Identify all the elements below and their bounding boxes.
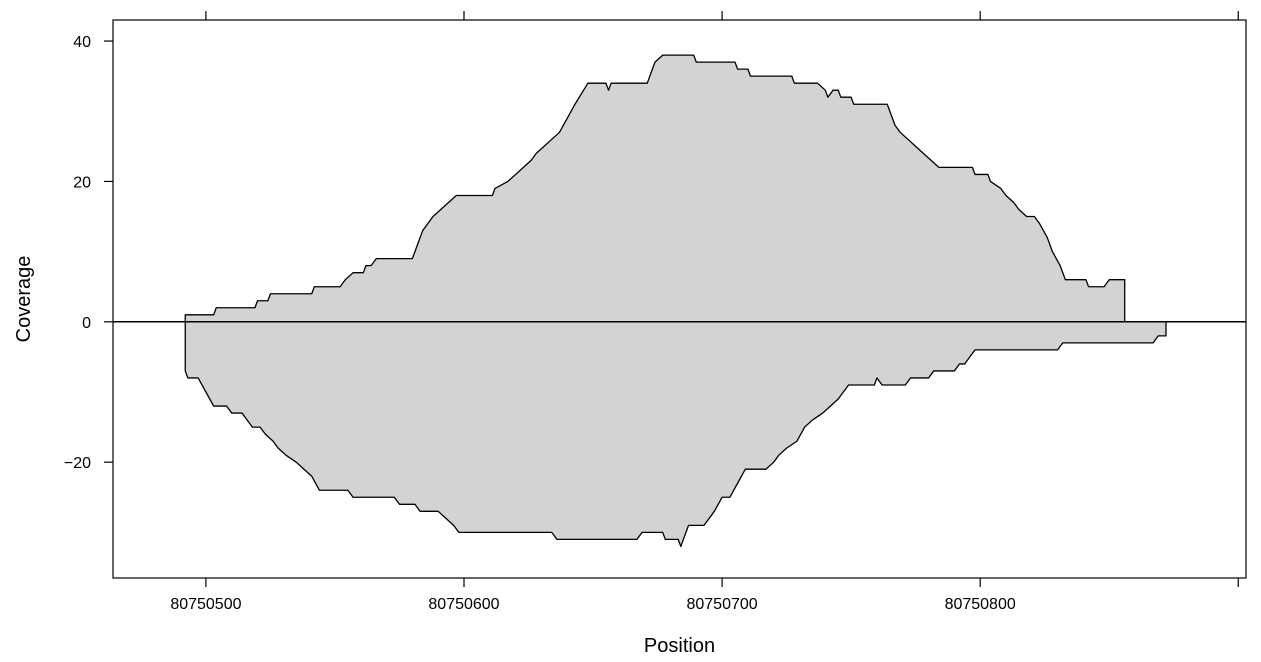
y-axis: −20 0 20 40 [64,34,113,472]
x-tick-label: 80750600 [428,596,499,613]
coverage-area-negative [184,321,1167,548]
y-tick-label: 20 [73,174,91,191]
coverage-area [184,54,1167,548]
y-tick-label: 0 [82,315,91,332]
x-tick-label: 80750500 [170,596,241,613]
y-axis-title: Coverage [13,256,35,343]
plot-frame [112,19,1247,579]
y-tick-label: 40 [73,34,91,51]
x-tick-label: 80750700 [686,596,757,613]
x-axis-title: Position [644,635,715,657]
coverage-area-positive [184,54,1126,323]
x-tick-label: 80750800 [945,596,1016,613]
y-tick-label: −20 [64,455,91,472]
x-axis: 80750500 80750600 80750700 80750800 [170,11,1239,613]
